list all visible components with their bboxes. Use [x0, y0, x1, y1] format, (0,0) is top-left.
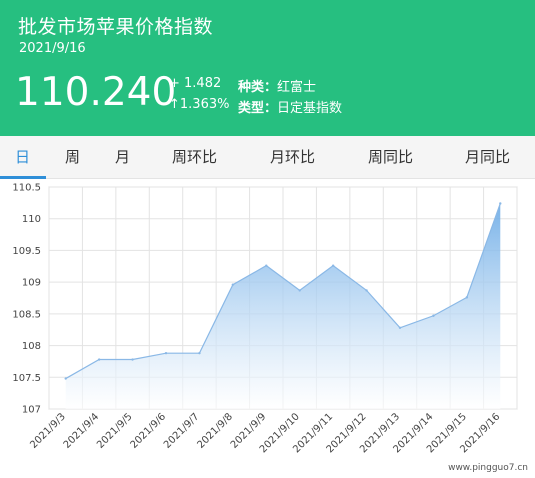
x-tick-label: 2021/9/4 — [62, 411, 102, 451]
period-tabs: 日 周 月 周环比 月环比 周同比 月同比 — [0, 136, 535, 179]
variety-value: 红富士 — [277, 80, 317, 95]
data-point-2021/9/5[interactable] — [131, 358, 134, 361]
type-label: 类型： — [238, 101, 278, 116]
data-point-2021/9/14[interactable] — [432, 314, 435, 317]
data-point-2021/9/10[interactable] — [298, 289, 301, 292]
watermark-text: www.pingguo7.cn — [448, 463, 528, 473]
change-percent: ↑1.363% — [169, 97, 230, 112]
header-panel: 批发市场苹果价格指数 2021/9/16 110.240 + 1.482 ↑1.… — [0, 0, 535, 136]
chart-area-layer — [64, 202, 502, 409]
page-title: 批发市场苹果价格指数 — [18, 16, 214, 38]
x-tick-label: 2021/9/7 — [162, 411, 202, 451]
type-row: 类型：日定基指数 — [238, 97, 342, 116]
data-point-2021/9/12[interactable] — [365, 289, 368, 292]
x-tick-label: 2021/9/5 — [95, 411, 135, 451]
y-tick-label: 107 — [22, 405, 41, 416]
series-line — [65, 203, 501, 380]
area-fill — [65, 203, 501, 409]
change-absolute: + 1.482 — [169, 76, 222, 91]
data-point-2021/9/6[interactable] — [164, 351, 168, 355]
x-tick-label: 2021/9/8 — [195, 411, 235, 451]
data-point-2021/9/8[interactable] — [231, 283, 235, 286]
y-tick-label: 108.5 — [12, 309, 41, 320]
y-tick-label: 110 — [22, 214, 41, 225]
data-point-2021/9/13[interactable] — [398, 326, 402, 330]
data-point-2021/9/4[interactable] — [97, 358, 101, 361]
price-index-chart: 107 107.5 108 108.5 109 109.5 110 110.5 2021/9/… — [12, 183, 528, 474]
tab-month-on-month[interactable]: 月环比 — [270, 148, 316, 166]
variety-row: 种类：红富士 — [238, 76, 316, 95]
data-point-2021/9/16[interactable] — [499, 202, 502, 205]
x-axis-labels: 2021/9/32021/9/42021/9/52021/9/62021/9/7… — [28, 411, 502, 455]
tab-month[interactable]: 月 — [115, 148, 131, 166]
y-tick-label: 110.5 — [12, 183, 41, 194]
variety-label: 种类： — [238, 80, 278, 95]
data-point-2021/9/15[interactable] — [465, 296, 469, 299]
active-tab-indicator — [0, 176, 46, 179]
tab-week[interactable]: 周 — [65, 148, 81, 166]
x-tick-label: 2021/9/3 — [28, 411, 68, 451]
y-tick-label: 108 — [22, 341, 41, 352]
y-tick-label: 109 — [22, 278, 41, 289]
date-label: 2021/9/16 — [19, 41, 86, 56]
y-axis-labels: 107 107.5 108 108.5 109 109.5 110 110.5 — [12, 183, 41, 416]
tab-week-year-on-year[interactable]: 周同比 — [368, 148, 414, 166]
type-value: 日定基指数 — [277, 101, 343, 116]
data-point-2021/9/7[interactable] — [198, 351, 201, 355]
y-tick-label: 107.5 — [12, 373, 41, 384]
x-tick-label: 2021/9/6 — [129, 411, 169, 451]
data-point-2021/9/11[interactable] — [331, 264, 335, 267]
tab-day[interactable]: 日 — [15, 148, 31, 166]
current-index-value: 110.240 — [15, 70, 177, 115]
tab-week-on-week[interactable]: 周环比 — [172, 148, 218, 166]
tab-month-year-on-year[interactable]: 月同比 — [465, 148, 511, 166]
data-point-2021/9/3[interactable] — [64, 377, 67, 380]
y-tick-label: 109.5 — [12, 246, 41, 257]
data-point-2021/9/9[interactable] — [265, 264, 268, 267]
